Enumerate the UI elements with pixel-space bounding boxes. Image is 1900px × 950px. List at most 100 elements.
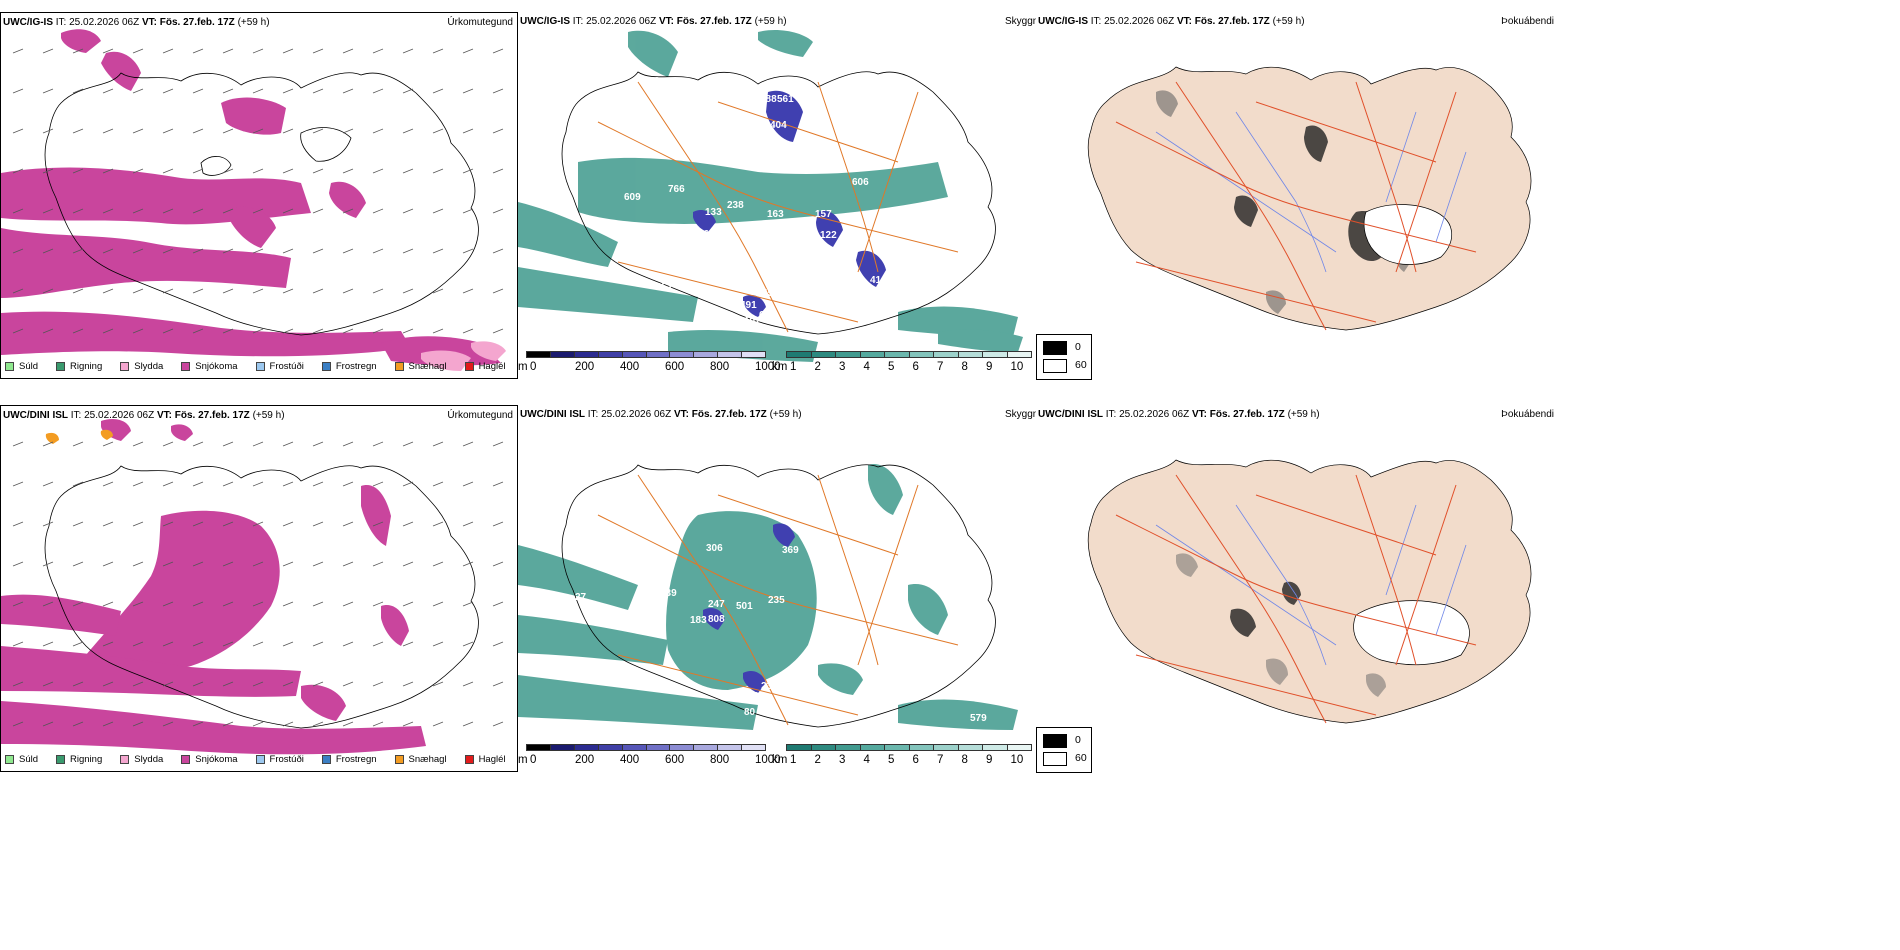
visibility-title-row2: Skyggni (1005, 409, 1041, 420)
height_scale-unit: m (518, 361, 528, 373)
precip-legend-item: Frostregn (321, 754, 377, 765)
vis-label: 27 (575, 592, 587, 603)
legend-label: Haglél (478, 360, 506, 372)
fog-legend-label: 60 (1075, 752, 1087, 764)
vis-label: 388 (760, 94, 777, 105)
visibility-header-row1: UWC/IG-IS IT: 25.02.2026 06Z VT: Fös. 27… (520, 16, 787, 27)
vis-label: 808 (708, 614, 725, 625)
legend-label: Snæhagl (408, 753, 447, 765)
precip-legend-item: Slydda (120, 754, 163, 765)
legend-label: Súld (19, 753, 39, 765)
fog-legend-swatch (1043, 734, 1067, 748)
vis-label: 157 (815, 209, 832, 220)
precip-type-title-row2: Úrkomutegund (447, 410, 513, 421)
vis_scale-tick-label: 9 (986, 754, 993, 766)
vis_scale-tick-label: 5 (888, 361, 895, 373)
visibility-panel-row1: 493 766 609 388 561 404 606 133 238 163 … (518, 12, 1036, 379)
vis-label: 606 (852, 177, 869, 188)
vis_scale-tick-label: 7 (937, 754, 944, 766)
precip-legend-item: Rigning (56, 361, 102, 372)
vis-scale-row2: km 1 2 3 4 5 6 7 8 9 10 (772, 744, 1036, 770)
vis-label: 196 (828, 251, 845, 262)
legend-swatch (464, 754, 474, 764)
vis_scale-tick-label: 9 (986, 361, 993, 373)
vis-label: 163 (767, 209, 784, 220)
precip-legend-item: Snæhagl (394, 360, 447, 372)
visibility-title-row1: Skyggni (1005, 16, 1041, 27)
height-scale-row2: m 0 200 400 600 800 1000 (518, 744, 781, 770)
visibility-header-row2: UWC/DINI ISL IT: 25.02.2026 06Z VT: Fös.… (520, 409, 802, 420)
vis_scale-tick-label: 5 (888, 754, 895, 766)
fog-legend-swatch (1043, 752, 1067, 766)
vis-label: 493 (643, 76, 660, 87)
legend-label: Slydda (134, 360, 164, 372)
legend-swatch (464, 361, 474, 371)
fog-title-row1: Þokuábendi (1501, 16, 1554, 27)
precip-type-map-row1 (1, 29, 506, 371)
legend-swatch (120, 754, 130, 764)
precip-type-panel-row1: UWC/IG-IS IT: 25.02.2026 06Z VT: Fös. 27… (0, 12, 518, 379)
height-scale-row1: m 0 200 400 600 800 1000 (518, 351, 781, 377)
vis-label: 639 (660, 588, 677, 599)
vis-label: 102 (744, 316, 761, 327)
precip-legend-item: Snæhagl (394, 753, 447, 765)
height_scale-tick-label: 800 (710, 361, 730, 373)
precip-type-title-row1: Úrkomutegund (447, 17, 513, 28)
precip-legend-item: Frostúði (255, 754, 304, 765)
legend-swatch (255, 361, 265, 371)
vis_scale-tick-label: 3 (839, 754, 846, 766)
vis_scale-tick-label: 1 (790, 754, 797, 766)
precip-legend-item: Rigning (56, 754, 102, 765)
fog-map-row2 (1087, 459, 1532, 724)
vis_scale-tick-label: 4 (863, 361, 870, 373)
vis-label: 238 (727, 200, 744, 211)
vis-label: 80 (744, 707, 756, 718)
vis-label: 41 (870, 275, 882, 286)
precip-legend-item: Snjókoma (181, 361, 238, 372)
vis-label: 235 (768, 595, 785, 606)
vis_scale-tick-label: 8 (961, 361, 968, 373)
vis-label: 501 (736, 601, 753, 612)
legend-label: Frostregn (335, 360, 377, 372)
fog-header-row2: UWC/DINI ISL IT: 25.02.2026 06Z VT: Fös.… (1038, 409, 1320, 420)
vis_scale-tick-label: 2 (814, 754, 821, 766)
legend-label: Slydda (134, 753, 164, 765)
legend-label: Snæhagl (408, 360, 447, 372)
vis_scale-tick-label: 1 (790, 361, 797, 373)
visibility-panel-row2: 306 369 639 247 501 235 183 808 27 904 2… (518, 405, 1036, 772)
fog-legend-label: 0 (1075, 341, 1081, 353)
vis_scale-tick-label: 4 (863, 754, 870, 766)
height_scale-tick-label: 600 (665, 754, 685, 766)
precip-legend-item: Haglél (464, 360, 506, 372)
height_scale-color-bar (526, 351, 766, 358)
legend-swatch (56, 754, 66, 764)
fog-legend-label: 0 (1075, 734, 1081, 746)
vis-label: 64 (759, 310, 771, 321)
legend-swatch (255, 754, 265, 764)
precip-legend-item: Slydda (120, 361, 163, 372)
legend-swatch (181, 361, 191, 371)
height_scale-tick-label: 0 (530, 754, 537, 766)
legend-swatch (120, 361, 130, 371)
height_scale-tick-label: 400 (620, 361, 640, 373)
vis-label: 609 (624, 192, 641, 203)
vis_scale-tick-label: 3 (839, 361, 846, 373)
height_scale-tick-label: 0 (530, 361, 537, 373)
vis-label: 239 (761, 681, 778, 692)
vis-label: 456 (762, 288, 779, 299)
vis_scale-tick-label: 8 (961, 754, 968, 766)
legend-swatch (5, 361, 14, 371)
precip-legend-item: Haglél (464, 753, 506, 765)
legend-label: Súld (19, 360, 39, 372)
height_scale-tick-label: 400 (620, 754, 640, 766)
fog-header-row1: UWC/IG-IS IT: 25.02.2026 06Z VT: Fös. 27… (1038, 16, 1305, 27)
precip-legend-item: Súld (5, 754, 38, 765)
height_scale-tick-label: 200 (575, 754, 595, 766)
vis-label: 561 (777, 94, 794, 105)
precip-type-map-row2 (1, 419, 504, 755)
legend-label: Haglél (478, 753, 506, 765)
legend-swatch (56, 361, 66, 371)
vis-label: 369 (782, 545, 799, 556)
precip-type-header-row2: UWC/DINI ISL IT: 25.02.2026 06Z VT: Fös.… (3, 410, 285, 421)
vis-label: 222 (742, 691, 759, 702)
